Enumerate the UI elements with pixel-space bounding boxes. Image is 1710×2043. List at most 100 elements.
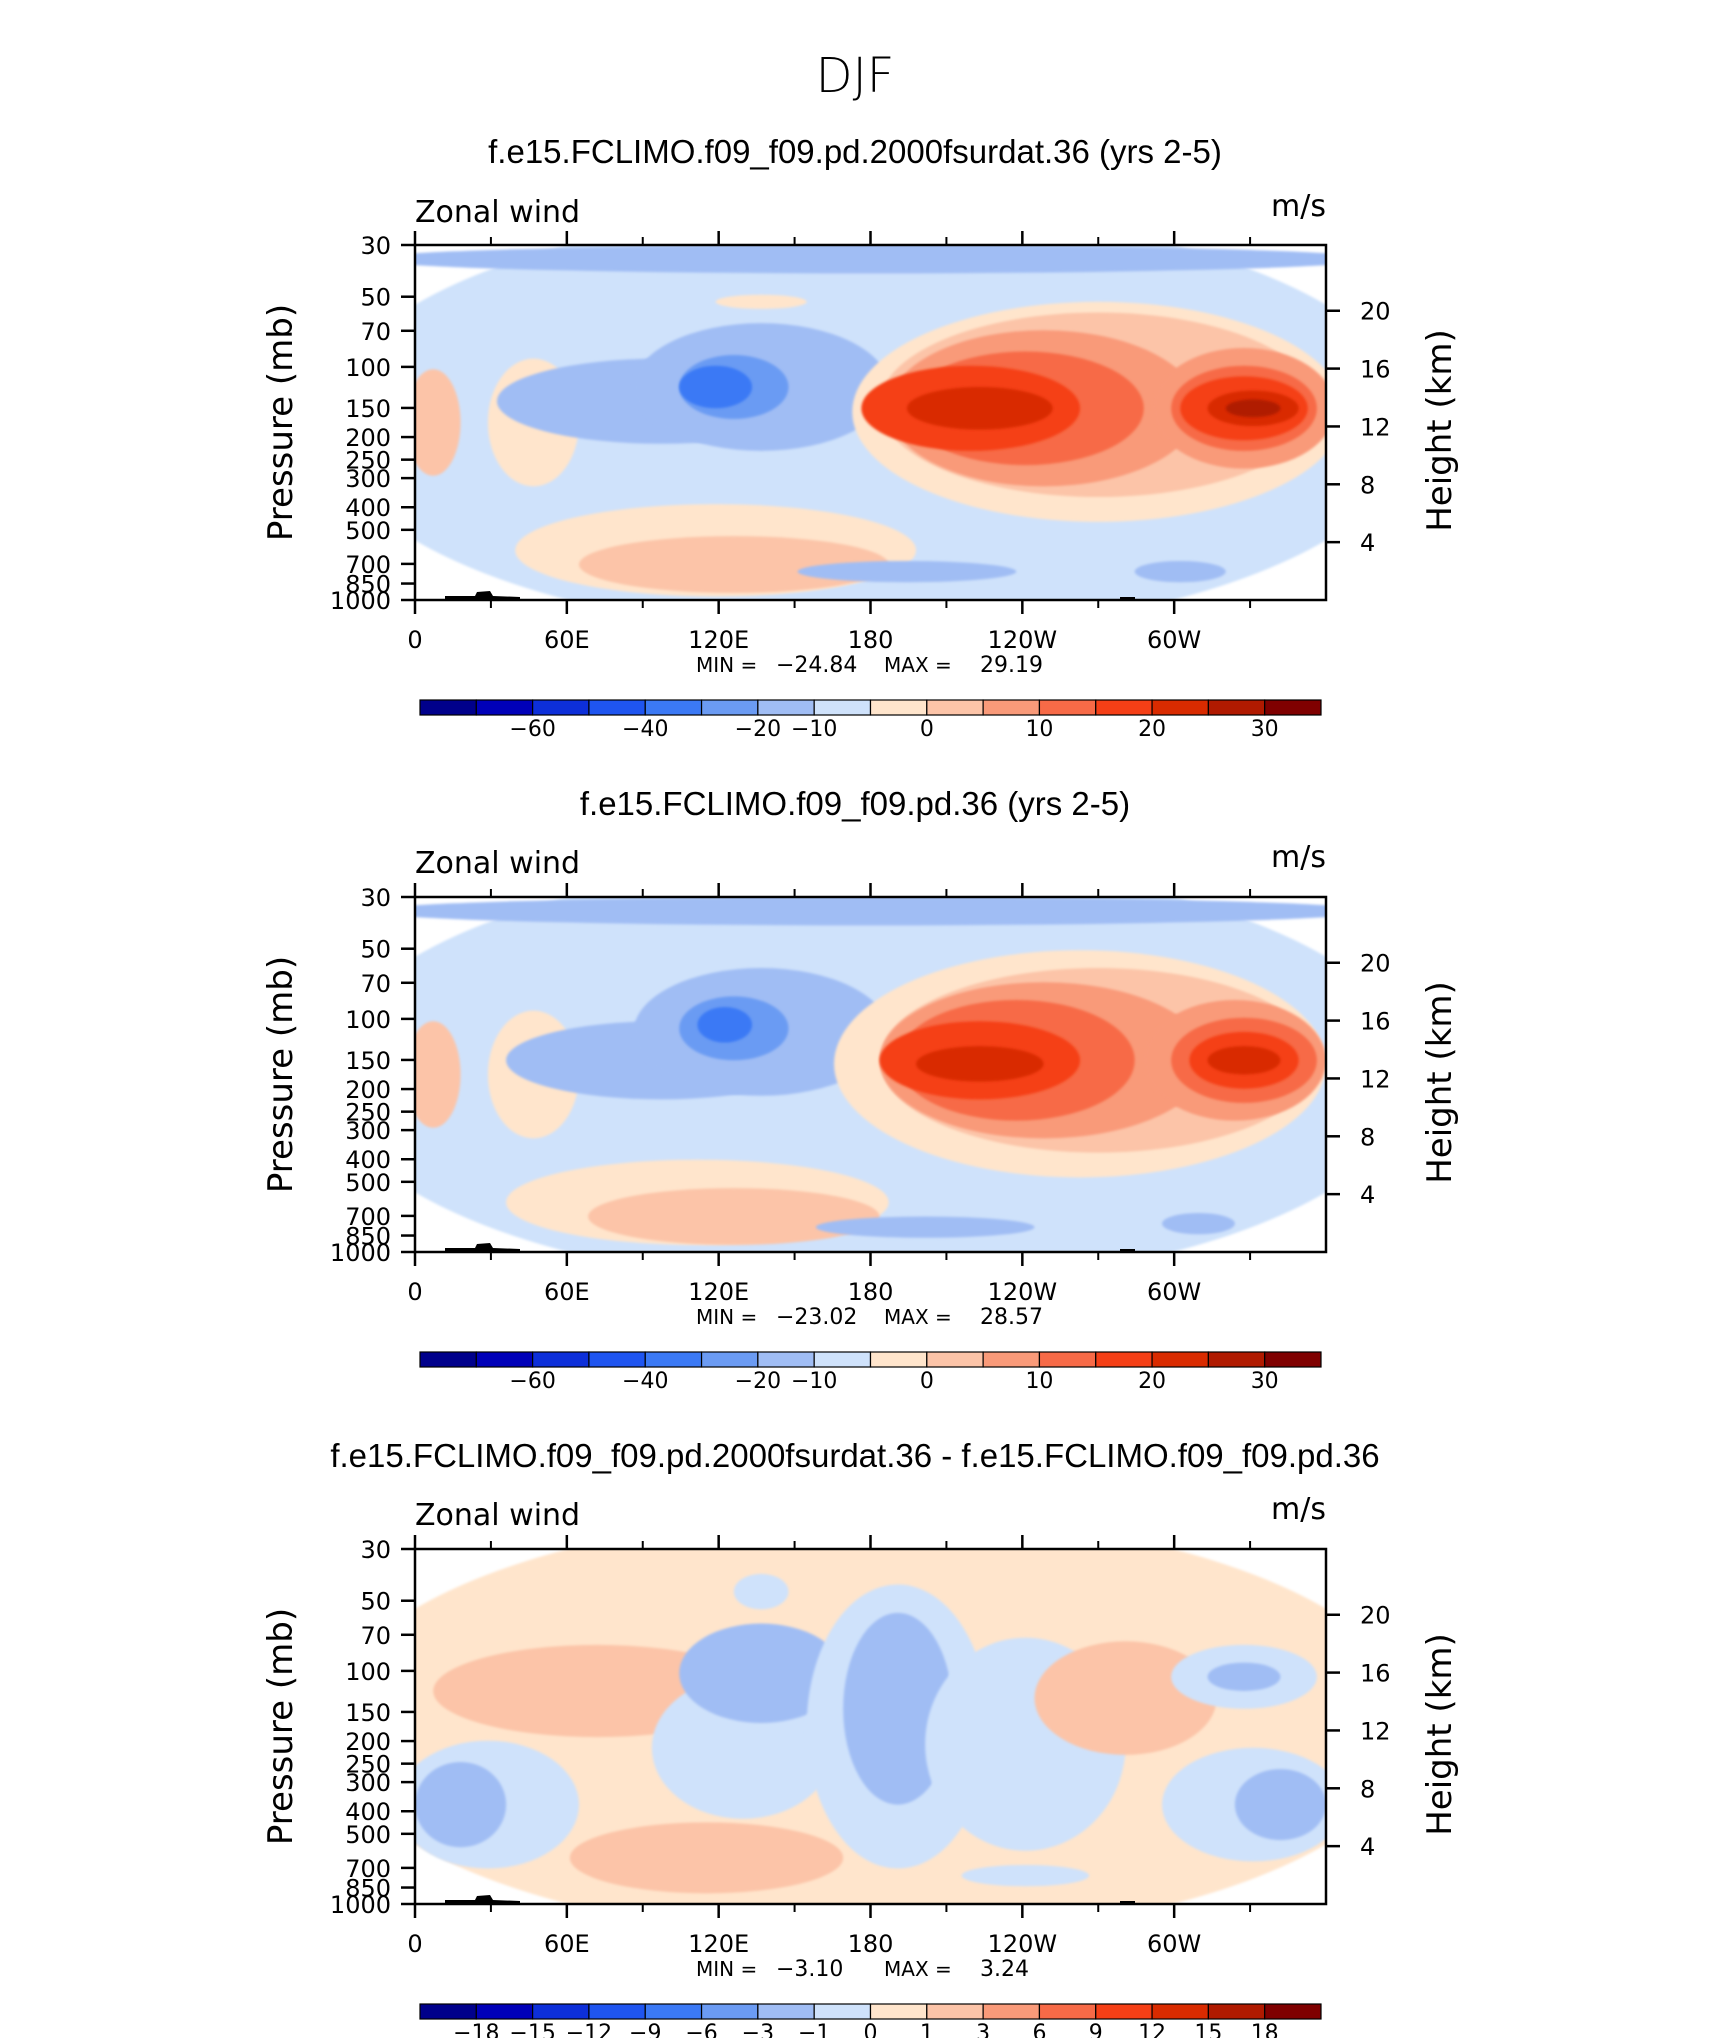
colorbar-label: 3 xyxy=(976,2021,990,2038)
x-tick-label: 60W xyxy=(1147,1930,1201,1958)
contour-region xyxy=(415,1021,461,1128)
y-tick-label: 700 xyxy=(345,551,391,579)
y-tick-label: 500 xyxy=(345,1821,391,1849)
y-tick-label: 30 xyxy=(360,1536,391,1564)
contour-region xyxy=(815,1216,1035,1238)
colorbar-swatch xyxy=(588,699,646,716)
colorbar-label: −3 xyxy=(742,2021,774,2038)
y2-tick-label: 8 xyxy=(1360,1123,1375,1151)
colorbar-label: −60 xyxy=(509,717,555,742)
colorbar-swatch xyxy=(475,2003,534,2020)
colorbar-label: 30 xyxy=(1251,1369,1279,1394)
min-value: −23.02 xyxy=(776,1305,857,1330)
panel-2: f.e15.FCLIMO.f09_f09.pd.36 (yrs 2-5)Zona… xyxy=(261,785,1460,1394)
panel-3: f.e15.FCLIMO.f09_f09.pd.2000fsurdat.36 -… xyxy=(261,1437,1460,2043)
colorbar-label: −10 xyxy=(791,717,837,742)
y2-axis-label: Height (km) xyxy=(1420,981,1460,1184)
colorbar-label: 0 xyxy=(864,2021,878,2038)
y2-tick-label: 4 xyxy=(1360,1181,1375,1209)
y-tick-label: 250 xyxy=(345,1099,391,1127)
colorbar-label: 20 xyxy=(1138,1369,1166,1394)
colorbar-swatch xyxy=(532,2003,590,2020)
y2-tick-label: 12 xyxy=(1360,1717,1391,1745)
colorbar-label: 15 xyxy=(1194,2021,1222,2038)
max-label: MAX = xyxy=(884,1305,952,1329)
field-label: Zonal wind xyxy=(415,846,580,881)
colorbar-swatch xyxy=(475,1351,534,1368)
y-tick-label: 250 xyxy=(345,1751,391,1779)
y-tick-label: 70 xyxy=(360,970,391,998)
colorbar-swatch xyxy=(1095,699,1153,716)
colorbar-label: 6 xyxy=(1032,2021,1046,2038)
colorbar-swatch xyxy=(869,2003,928,2020)
colorbar-label: 9 xyxy=(1089,2021,1103,2038)
panel-title: f.e15.FCLIMO.f09_f09.pd.2000fsurdat.36 (… xyxy=(488,133,1222,170)
y-tick-label: 200 xyxy=(345,1728,391,1756)
y-tick-label: 30 xyxy=(360,884,391,912)
contour-region xyxy=(588,1188,880,1245)
x-tick-label: 120W xyxy=(988,1930,1058,1958)
y-tick-label: 200 xyxy=(345,424,391,452)
x-tick-label: 0 xyxy=(407,626,422,654)
colorbar-swatch xyxy=(1264,1351,1322,1368)
colorbar-swatch xyxy=(644,2003,703,2020)
colorbar-label: −15 xyxy=(509,2021,555,2038)
colorbar-swatch xyxy=(982,699,1041,716)
colorbar-swatch xyxy=(869,1351,928,1368)
x-tick-label: 120W xyxy=(988,626,1058,654)
max-value: 3.24 xyxy=(980,1957,1029,1982)
colorbar-swatch xyxy=(419,2003,477,2020)
x-tick-label: 60W xyxy=(1147,1278,1201,1306)
y-tick-label: 850 xyxy=(345,1875,391,1903)
x-tick-label: 60E xyxy=(544,626,590,654)
contour-region xyxy=(916,1046,1044,1082)
colorbar-swatch xyxy=(926,1351,984,1368)
colorbar-swatch xyxy=(1151,1351,1209,1368)
y-tick-label: 700 xyxy=(345,1203,391,1231)
y-tick-label: 150 xyxy=(345,1699,391,1727)
y-axis-label: Pressure (mb) xyxy=(261,304,301,541)
panel-title: f.e15.FCLIMO.f09_f09.pd.2000fsurdat.36 -… xyxy=(330,1437,1379,1474)
colorbar-swatch xyxy=(926,699,984,716)
y2-tick-label: 8 xyxy=(1360,1775,1375,1803)
contour-region xyxy=(797,560,1017,583)
contour-region xyxy=(715,294,807,309)
colorbar-label: −20 xyxy=(735,717,781,742)
contour-field xyxy=(415,897,1326,1252)
y2-tick-label: 20 xyxy=(1360,1602,1391,1630)
y-axis-label: Pressure (mb) xyxy=(261,956,301,1193)
y-tick-label: 300 xyxy=(345,1769,391,1797)
colorbar-label: 0 xyxy=(920,717,934,742)
y-tick-label: 300 xyxy=(345,465,391,493)
contour-region xyxy=(679,365,753,409)
y2-tick-label: 4 xyxy=(1360,529,1375,557)
y2-tick-label: 16 xyxy=(1360,1660,1391,1688)
y-tick-label: 300 xyxy=(345,1117,391,1145)
y-tick-label: 50 xyxy=(360,284,391,312)
contour-region xyxy=(1207,1662,1281,1692)
colorbar-label: −60 xyxy=(509,1369,555,1394)
colorbar-swatch xyxy=(813,2003,872,2020)
x-tick-label: 0 xyxy=(407,1278,422,1306)
colorbar-swatch xyxy=(1038,2003,1097,2020)
contour-field xyxy=(415,245,1326,600)
colorbar-label: 10 xyxy=(1025,717,1053,742)
y-tick-label: 50 xyxy=(360,1588,391,1616)
contour-region xyxy=(1134,560,1226,583)
colorbar-swatch xyxy=(813,1351,872,1368)
colorbar-swatch xyxy=(1207,2003,1266,2020)
y2-tick-label: 16 xyxy=(1360,356,1391,384)
colorbar-swatch xyxy=(1264,2003,1322,2020)
colorbar-swatch xyxy=(757,699,815,716)
units-label: m/s xyxy=(1271,840,1326,875)
x-tick-label: 60W xyxy=(1147,626,1201,654)
contour-region xyxy=(1225,399,1281,418)
y2-tick-label: 20 xyxy=(1360,950,1391,978)
colorbar-swatch xyxy=(1151,699,1209,716)
contour-region xyxy=(1034,1641,1217,1755)
max-label: MAX = xyxy=(884,1957,952,1981)
contour-region xyxy=(415,897,1326,926)
x-tick-label: 60E xyxy=(544,1930,590,1958)
contour-region xyxy=(578,536,889,593)
y-tick-label: 400 xyxy=(345,1798,391,1826)
